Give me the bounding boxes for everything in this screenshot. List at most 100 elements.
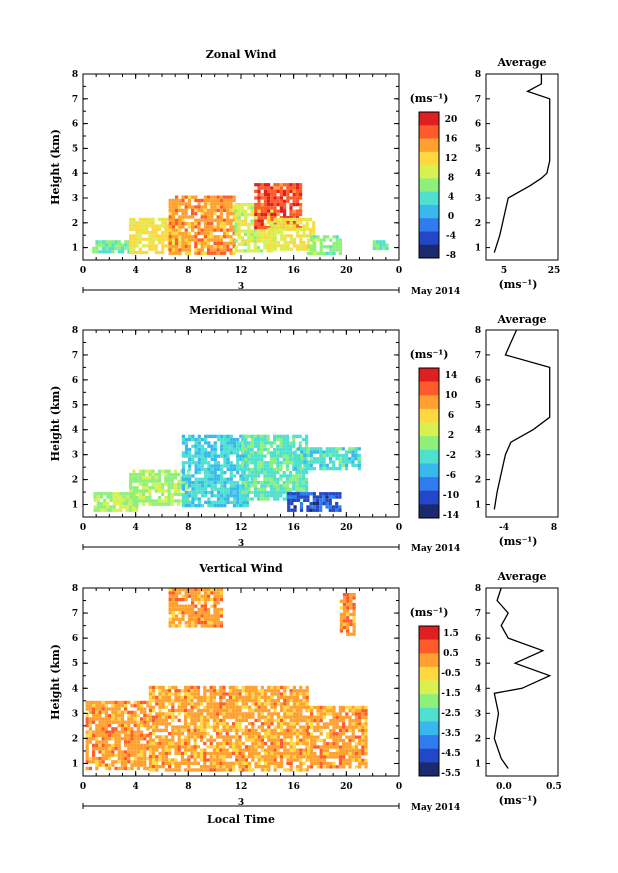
heatmap-cell (238, 735, 242, 739)
heatmap-cell (197, 208, 201, 212)
heatmap-cell (296, 498, 300, 502)
heatmap-cell (354, 709, 358, 713)
heatmap-cell (148, 735, 152, 739)
heatmap-cell (88, 760, 92, 764)
heatmap-cell (319, 492, 323, 496)
heatmap-cell (115, 495, 120, 499)
heatmap-cell (184, 728, 188, 732)
heatmap-cell (174, 692, 178, 696)
heatmap-cell (184, 735, 188, 739)
heatmap-cell (338, 238, 342, 242)
heatmap-cell (289, 217, 293, 222)
heatmap-cell (335, 508, 339, 512)
heatmap-cell (127, 766, 131, 771)
heatmap-cell (322, 712, 326, 716)
heatmap-cell (191, 601, 195, 605)
heatmap-cell (171, 738, 175, 742)
heatmap-cell (213, 487, 217, 491)
heatmap-cell (276, 695, 280, 699)
heatmap-cell (124, 710, 128, 714)
heatmap-cell (289, 209, 293, 213)
heatmap-cell (237, 216, 241, 220)
heatmap-cell (146, 740, 150, 744)
heatmap-cell (247, 239, 251, 243)
heatmap-cell (158, 758, 162, 762)
heatmap-cell (257, 480, 261, 485)
heatmap-cell (292, 183, 296, 187)
heatmap-cell (127, 733, 131, 738)
heatmap-cell (283, 695, 287, 699)
heatmap-cell (306, 453, 310, 458)
heatmap-cell (220, 464, 224, 468)
heatmap-cell (155, 702, 159, 706)
heatmap-cell (372, 243, 376, 247)
heatmap-cell (148, 692, 152, 696)
heatmap-cell (210, 198, 214, 203)
heatmap-cell (115, 508, 120, 512)
heatmap-cell (203, 212, 207, 216)
heatmap-cell (280, 751, 284, 756)
heatmap-cell (200, 251, 204, 255)
heatmap-cell (282, 441, 286, 445)
heatmap-cell (247, 206, 251, 210)
heatmap-cell (95, 717, 99, 721)
heatmap-cell (235, 745, 239, 749)
colorbar-segment (419, 138, 439, 153)
heatmap-cell (203, 198, 207, 203)
heatmap-cell (187, 735, 191, 739)
heatmap-cell (319, 745, 323, 749)
heatmap-cell (177, 234, 181, 238)
heatmap-cell (197, 601, 201, 605)
heatmap-cell (222, 685, 226, 690)
heatmap-cell (329, 709, 333, 713)
x-tick-label: 12 (235, 523, 248, 533)
heatmap-cell (154, 227, 158, 231)
heatmap-cell (203, 685, 207, 690)
heatmap-cell (354, 755, 358, 759)
heatmap-cell (171, 692, 175, 696)
heatmap-cell (280, 685, 284, 690)
heatmap-cell (285, 451, 289, 455)
heatmap-cell (346, 616, 350, 620)
heatmap-cell (184, 474, 189, 478)
heatmap-cell (289, 768, 293, 772)
heatmap-cell (295, 474, 299, 478)
heatmap-cell (145, 496, 149, 500)
heatmap-cell (168, 235, 172, 239)
heatmap-cell (203, 755, 207, 759)
heatmap-cell (187, 221, 191, 226)
heatmap-cell (280, 718, 284, 723)
heatmap-cell (283, 221, 287, 225)
heatmap-cell (98, 740, 102, 744)
heatmap-cell (251, 768, 255, 772)
heatmap-cell (250, 444, 254, 448)
heatmap-cell (187, 614, 191, 618)
heatmap-cell (209, 712, 213, 716)
heatmap-cell (308, 231, 313, 235)
heatmap-cell (296, 234, 300, 238)
heatmap-cell (177, 725, 181, 729)
heatmap-cell (248, 755, 252, 759)
heatmap-cell (164, 231, 168, 235)
heatmap-cell (251, 732, 255, 736)
heatmap-cell (213, 494, 217, 498)
heatmap-cell (240, 212, 244, 217)
heatmap-cell (99, 495, 104, 499)
heatmap-cell (168, 715, 172, 719)
heatmap-cell (184, 494, 189, 498)
heatmap-cell (207, 500, 211, 504)
heatmap-cell (135, 479, 139, 483)
heatmap-cell (313, 705, 317, 710)
heatmap-cell (326, 761, 330, 766)
heatmap-cell (351, 709, 355, 713)
heatmap-cell (289, 725, 293, 729)
heatmap-cell (145, 486, 149, 490)
avg-unit-label: (ms⁻¹) (499, 794, 538, 807)
heatmap-cell (286, 728, 290, 732)
heatmap-cell (141, 231, 146, 235)
x-tick-label: 4 (133, 782, 139, 792)
heatmap-cell (312, 447, 317, 451)
heatmap-cell (273, 748, 277, 752)
heatmap-cell (203, 231, 207, 236)
heatmap-cell (88, 710, 92, 714)
